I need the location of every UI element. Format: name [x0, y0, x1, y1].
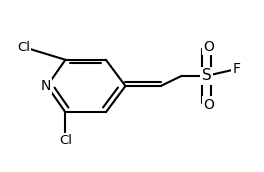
Text: Cl: Cl [59, 135, 72, 148]
Text: Cl: Cl [17, 41, 30, 54]
Text: O: O [204, 98, 214, 112]
Text: S: S [202, 68, 211, 83]
Text: N: N [41, 79, 51, 93]
Text: O: O [204, 40, 214, 54]
Text: F: F [233, 62, 241, 76]
